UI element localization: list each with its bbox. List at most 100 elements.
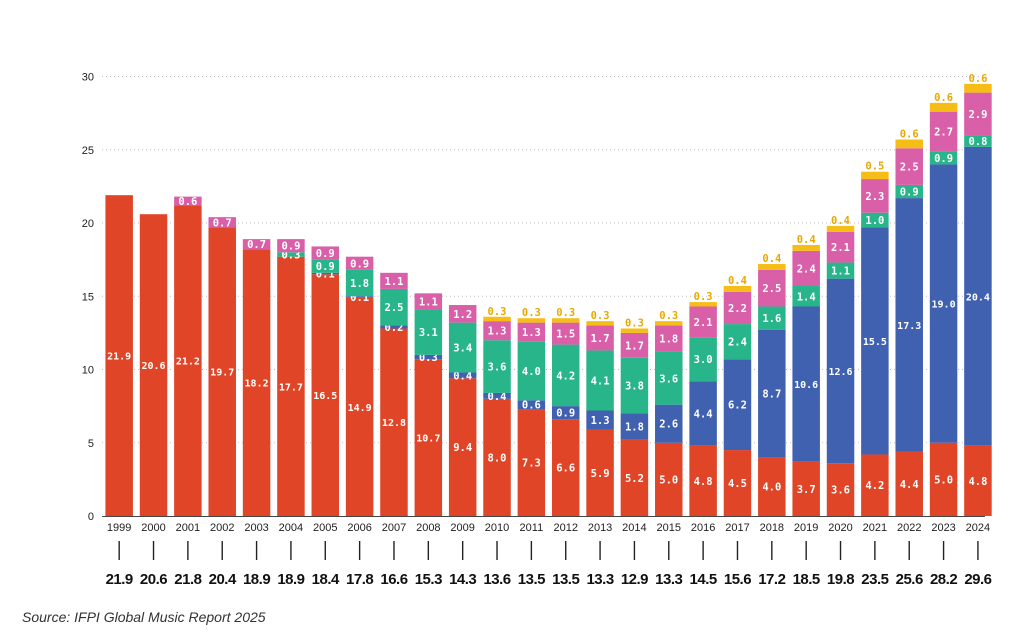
- bar-segment: [895, 139, 923, 149]
- bar-value-label: 5.0: [659, 474, 678, 486]
- bar-value-label: 0.3: [625, 317, 644, 329]
- bar-segment: [689, 306, 717, 338]
- bar-value-label: 1.0: [865, 215, 884, 227]
- bar-segment: [655, 442, 683, 516]
- bar-segment: [345, 297, 374, 516]
- bar-value-label: 21.2: [176, 357, 200, 368]
- x-tick-label: 2003: [244, 522, 268, 534]
- bar-segment: [723, 324, 752, 360]
- bar-segment: [826, 262, 855, 279]
- y-tick-label: 20: [82, 218, 94, 230]
- bar-value-label: 1.8: [659, 334, 678, 346]
- bar-segment: [483, 392, 511, 399]
- bar-segment: [311, 246, 340, 260]
- bar-value-label: 2.4: [797, 263, 816, 275]
- bar-segment: [414, 293, 443, 310]
- bar-value-label: 0.3: [556, 307, 575, 319]
- bar-segment: [895, 198, 923, 452]
- bar-value-label: 2.5: [900, 162, 919, 174]
- bar-segment: [414, 359, 443, 516]
- bar-segment: [723, 359, 752, 451]
- bar-value-label: 1.5: [556, 329, 575, 341]
- total-label: 16.6: [380, 571, 407, 588]
- bar-value-label: 1.7: [625, 340, 644, 352]
- total-label: 18.9: [243, 571, 270, 588]
- bar-value-label: 0.4: [453, 370, 472, 382]
- bar-segment: [483, 321, 511, 341]
- total-label: 17.8: [346, 571, 373, 588]
- bar-value-label: 16.5: [313, 391, 337, 402]
- bar-segment: [483, 316, 511, 322]
- bar-segment: [964, 445, 992, 516]
- total-label: 25.6: [896, 571, 923, 588]
- bar-segment: [586, 350, 614, 411]
- y-tick-label: 15: [82, 291, 94, 303]
- bar-segment: [792, 306, 820, 462]
- x-tick-label: 2005: [313, 522, 337, 534]
- bar-segment: [826, 463, 855, 516]
- bar-value-label: 0.9: [316, 248, 335, 260]
- bar-value-label: 0.6: [934, 92, 953, 104]
- bar-value-label: 1.3: [522, 327, 541, 339]
- y-tick-label: 25: [82, 145, 94, 157]
- x-tick-label: 2023: [931, 522, 955, 534]
- bar-value-label: 0.3: [522, 307, 541, 319]
- total-label: 15.6: [724, 571, 751, 588]
- bar-segment: [792, 461, 820, 516]
- bar-segment: [586, 410, 614, 430]
- bar-segment: [380, 328, 408, 516]
- bar-value-label: 17.3: [897, 321, 921, 332]
- x-tick-label: 2016: [691, 522, 715, 534]
- bar-value-label: 0.9: [900, 187, 919, 199]
- total-label: 23.5: [861, 571, 888, 588]
- bar-segment: [655, 325, 683, 352]
- x-tick-label: 2010: [485, 522, 509, 534]
- bar-segment: [517, 322, 546, 342]
- bar-segment: [483, 340, 511, 393]
- bar-value-label: 0.7: [213, 217, 232, 229]
- total-label: 20.6: [140, 571, 167, 588]
- bar-segment: [620, 328, 649, 333]
- bar-segment: [929, 111, 958, 152]
- bar-segment: [139, 214, 168, 516]
- bar-value-label: 0.4: [728, 275, 747, 287]
- bar-segment: [517, 409, 546, 516]
- total-label: 28.2: [930, 571, 957, 588]
- bar-value-label: 3.0: [694, 354, 713, 366]
- bar-segment: [758, 264, 786, 270]
- bar-value-label: 2.1: [831, 242, 850, 254]
- bar-value-label: 17.7: [279, 382, 303, 393]
- bar-value-label: 8.7: [762, 389, 781, 401]
- bar-segment: [929, 442, 958, 516]
- total-label: 21.8: [174, 571, 201, 588]
- bar-segment: [345, 256, 374, 270]
- total-label: 14.5: [690, 571, 717, 588]
- bar-value-label: 1.6: [762, 313, 781, 325]
- bar-value-label: 5.9: [591, 468, 610, 480]
- bar-segment: [105, 195, 133, 517]
- bar-segment: [689, 337, 717, 382]
- bar-value-label: 2.2: [728, 303, 747, 315]
- bar-value-label: 4.1: [591, 375, 610, 387]
- bar-value-label: 0.9: [350, 258, 369, 270]
- bar-value-label: 5.2: [625, 473, 644, 485]
- bar-segment: [792, 285, 820, 307]
- bar-segment: [689, 381, 717, 446]
- x-tick-label: 2013: [588, 522, 612, 534]
- x-tick-label: 2004: [279, 522, 303, 534]
- bar-segment: [414, 354, 443, 360]
- x-tick-label: 2019: [794, 522, 818, 534]
- bar-value-label: 2.5: [384, 302, 403, 314]
- bar-value-label: 0.9: [316, 261, 335, 273]
- bar-value-label: 4.0: [762, 482, 781, 494]
- bar-segment: [655, 351, 683, 405]
- bar-value-label: 1.1: [831, 266, 850, 278]
- bar-value-label: 20.4: [966, 292, 990, 303]
- bar-value-label: 18.2: [245, 379, 269, 390]
- total-label: 13.6: [483, 571, 510, 588]
- bar-value-label: 19.0: [932, 300, 956, 311]
- bar-segment: [586, 321, 614, 326]
- bar-value-label: 2.9: [968, 109, 987, 121]
- bar-value-label: 3.6: [488, 362, 507, 374]
- bar-segment: [620, 357, 649, 414]
